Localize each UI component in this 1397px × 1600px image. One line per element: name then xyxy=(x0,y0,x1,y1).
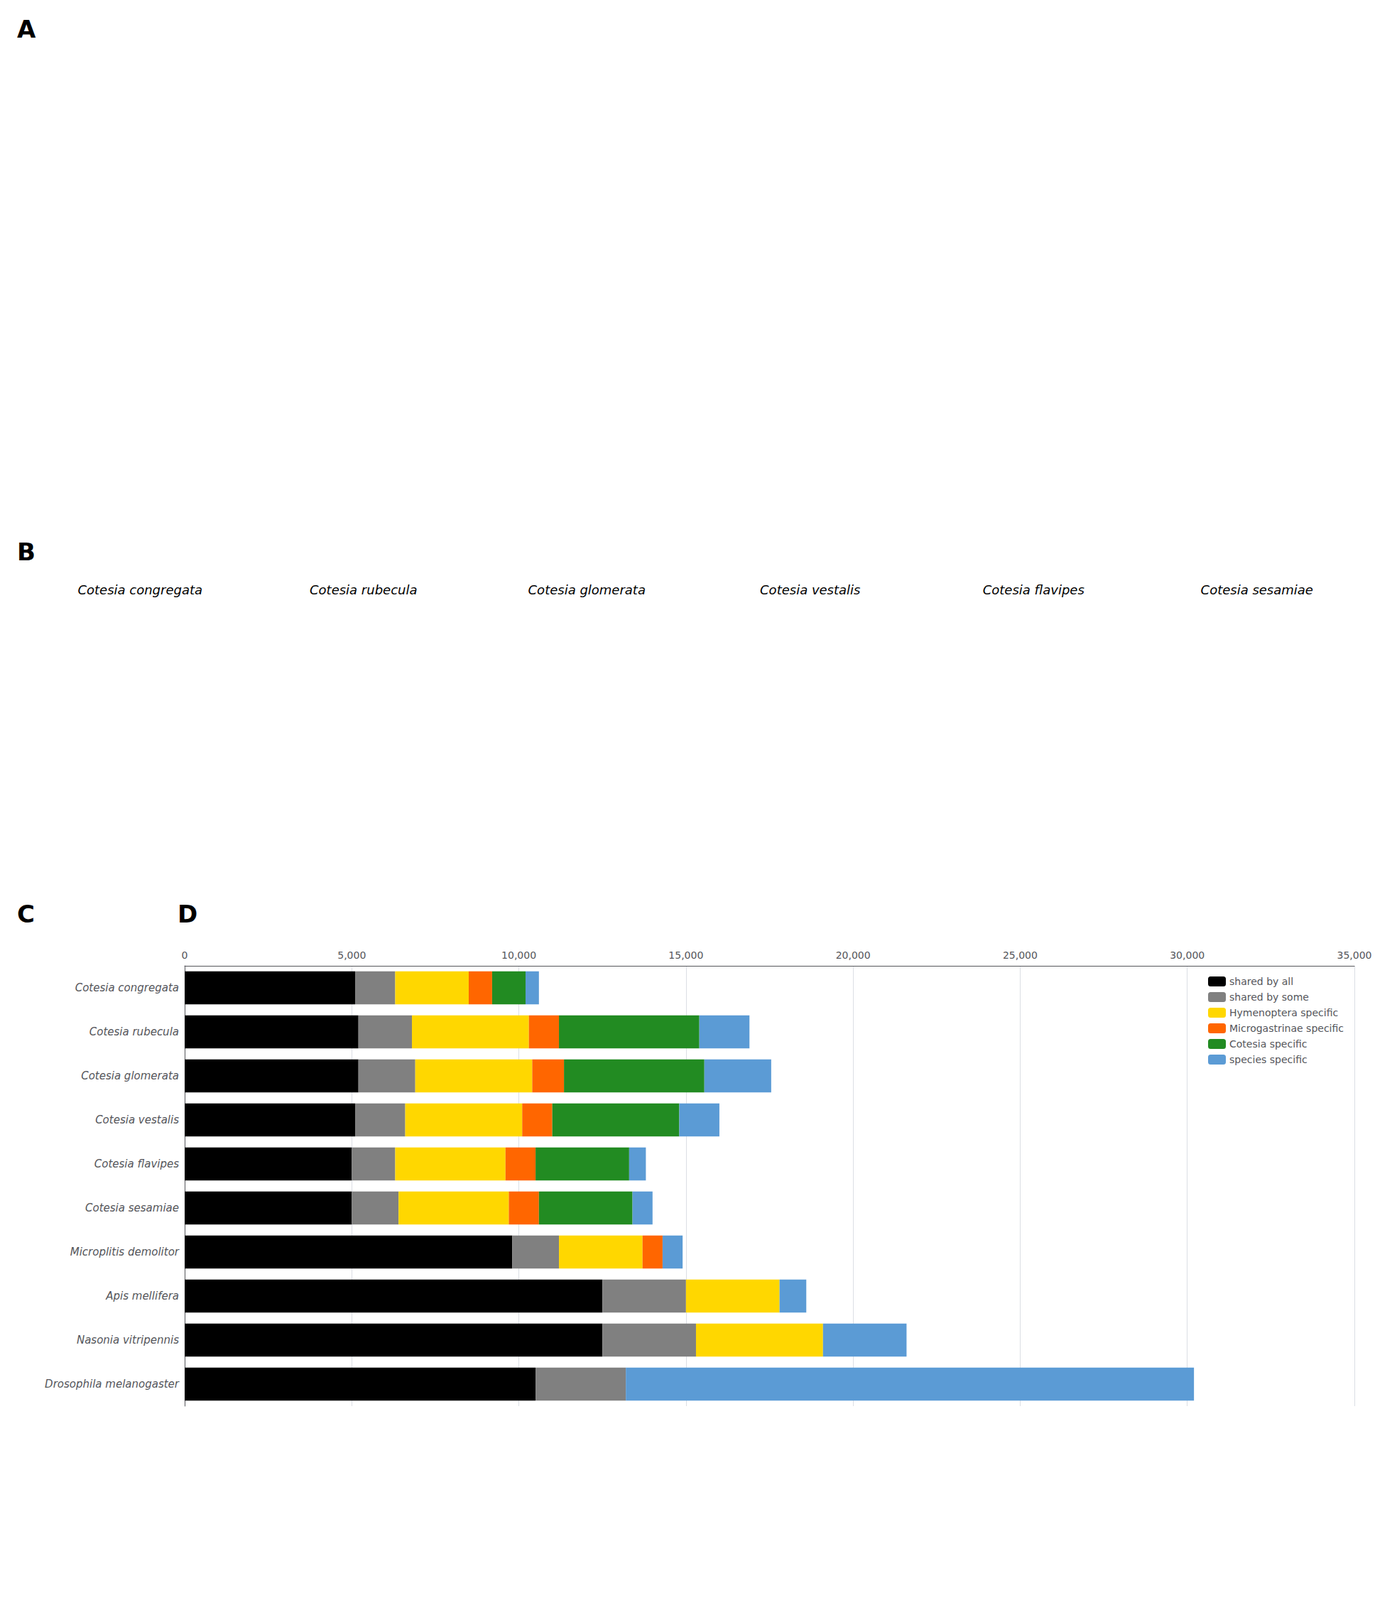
svg-text:A: A xyxy=(17,14,37,44)
svg-text:C: C xyxy=(17,899,35,929)
svg-text:Cotesia congregata: Cotesia congregata xyxy=(75,981,179,995)
svg-text:Cotesia rubecula: Cotesia rubecula xyxy=(89,1025,179,1039)
svg-text:Cotesia specific: Cotesia specific xyxy=(1229,1038,1308,1050)
svg-text:Cotesia vestalis: Cotesia vestalis xyxy=(759,582,861,598)
svg-text:30,000: 30,000 xyxy=(1169,949,1205,961)
svg-text:0: 0 xyxy=(181,949,189,961)
svg-text:shared by some: shared by some xyxy=(1229,991,1309,1003)
svg-text:15,000: 15,000 xyxy=(668,949,704,961)
svg-text:Cotesia rubecula: Cotesia rubecula xyxy=(309,582,418,598)
svg-text:Drosophila melanogaster: Drosophila melanogaster xyxy=(44,1377,180,1391)
svg-text:D: D xyxy=(177,899,198,929)
svg-text:Microgastrinae specific: Microgastrinae specific xyxy=(1229,1022,1344,1035)
svg-text:Cotesia sesamiae: Cotesia sesamiae xyxy=(85,1201,179,1215)
svg-text:Cotesia glomerata: Cotesia glomerata xyxy=(528,582,646,598)
svg-text:Cotesia flavipes: Cotesia flavipes xyxy=(94,1157,179,1171)
svg-text:B: B xyxy=(17,537,36,567)
svg-text:shared by all: shared by all xyxy=(1229,975,1294,988)
svg-text:Microplitis demolitor: Microplitis demolitor xyxy=(70,1245,180,1259)
svg-text:Apis mellifera: Apis mellifera xyxy=(105,1289,179,1303)
svg-text:Cotesia flavipes: Cotesia flavipes xyxy=(982,582,1085,598)
svg-text:Hymenoptera specific: Hymenoptera specific xyxy=(1229,1007,1339,1019)
svg-text:10,000: 10,000 xyxy=(501,949,537,961)
svg-text:Cotesia vestalis: Cotesia vestalis xyxy=(95,1113,179,1127)
svg-text:5,000: 5,000 xyxy=(337,949,366,961)
svg-text:20,000: 20,000 xyxy=(835,949,871,961)
svg-text:Cotesia glomerata: Cotesia glomerata xyxy=(80,1069,179,1083)
svg-text:Cotesia sesamiae: Cotesia sesamiae xyxy=(1200,582,1314,598)
svg-text:species specific: species specific xyxy=(1229,1053,1308,1066)
svg-text:Cotesia congregata: Cotesia congregata xyxy=(77,582,203,598)
svg-text:25,000: 25,000 xyxy=(1002,949,1038,961)
svg-text:35,000: 35,000 xyxy=(1337,949,1373,961)
svg-text:Nasonia vitripennis: Nasonia vitripennis xyxy=(76,1333,179,1347)
